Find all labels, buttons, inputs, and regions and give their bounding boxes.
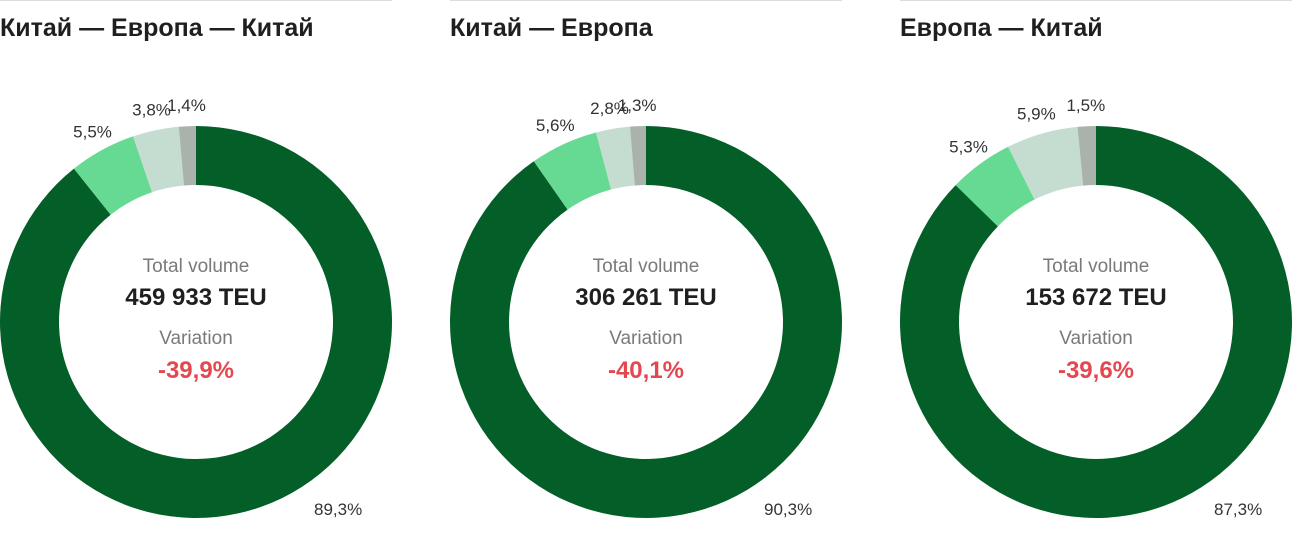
total-volume-label: Total volume [1042, 256, 1150, 277]
slice-87-3 [900, 126, 1292, 518]
variation-label: Variation [159, 328, 233, 349]
slice-5-6 [533, 132, 612, 210]
slice-label-3-8: 3,8% [132, 101, 171, 120]
donut-panel-2: Китай — Европа 90,3% 5,6% 2,8% 1,3% Total v… [450, 0, 842, 535]
slice-label-5-5: 5,5% [73, 122, 112, 141]
variation-value: -39,9% [157, 357, 235, 384]
slice-5-5 [73, 136, 153, 215]
variation-value: -39,6% [1057, 357, 1135, 384]
donut-chart: 89,3% 5,5% 3,8%1,4% [0, 96, 392, 519]
slice-1-3 [630, 126, 646, 186]
total-volume-label: Total volume [142, 256, 250, 277]
slice-label-2-8: 2,8% [590, 99, 629, 118]
total-volume-label: Total volume [592, 256, 700, 277]
slice-89-3 [0, 126, 392, 518]
slice-1-4 [178, 126, 196, 186]
total-volume-value: 153 672 TEU [1025, 284, 1167, 311]
slice-label-1-4: 1,4% [167, 96, 206, 115]
top-divider [900, 0, 1292, 1]
slice-label-5-6: 5,6% [536, 116, 575, 135]
total-volume-value: 459 933 TEU [125, 284, 267, 311]
variation-label: Variation [1059, 328, 1133, 349]
chart-title: Европа — Китай [900, 14, 1103, 42]
donut-panel-1: Китай — Европа — Китай 89,3% 5,5% 3,8% 1,4%… [0, 0, 392, 535]
slice-label-5-9: 5,9% [1017, 104, 1056, 123]
slice-90-3 [450, 126, 842, 518]
chart-title: Китай — Европа — Китай [0, 14, 314, 42]
slice-label-90-3: 90,3% [764, 500, 812, 519]
slice-5-3 [955, 146, 1035, 227]
donut-chart: 87,3% 5,3% 5,9% 1,5% [900, 96, 1292, 519]
donut-panel-3: Европа — Китай 87,3% 5,3% 5,9% 1,5% Total v… [900, 0, 1292, 535]
slice-2-8 [596, 126, 635, 190]
slice-1-5 [1077, 126, 1096, 186]
variation-label: Variation [609, 328, 683, 349]
slice-label-1-5: 1,5% [1066, 96, 1105, 115]
slice-label-87-3: 87,3% [1214, 500, 1262, 519]
top-divider [0, 0, 392, 1]
donut-chart: 90,3% 5,6% 2,8%1,3% [450, 96, 842, 519]
total-volume-value: 306 261 TEU [575, 284, 717, 311]
chart-title: Китай — Европа [450, 14, 653, 42]
slice-3-8 [133, 126, 184, 193]
slice-5-9 [1008, 126, 1084, 200]
slice-label-89-3: 89,3% [314, 500, 362, 519]
top-divider [450, 0, 842, 1]
slice-label-5-3: 5,3% [949, 138, 988, 157]
variation-value: -40,1% [607, 357, 685, 384]
slice-label-1-3: 1,3% [618, 96, 657, 115]
